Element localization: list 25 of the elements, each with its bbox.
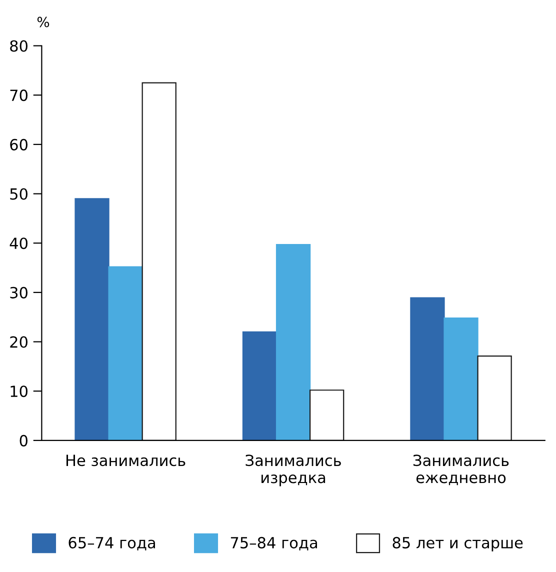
y-tick-label: 40 — [10, 238, 28, 250]
x-tick-label: Занимались изредка — [246, 454, 341, 486]
y-tick-label: 20 — [10, 336, 28, 348]
x-tick-label: Занимались ежедневно — [413, 454, 509, 486]
bar — [410, 297, 445, 440]
bar — [142, 82, 176, 440]
bar — [108, 266, 143, 440]
bar — [444, 318, 478, 440]
bar — [477, 356, 512, 440]
bar — [276, 244, 311, 440]
y-tick-label: 30 — [10, 286, 28, 298]
bar — [74, 198, 110, 440]
legend-label: 75–84 года — [230, 536, 317, 550]
legend-label: 85 лет и старше — [392, 536, 523, 552]
legend-label: 65–74 года — [68, 536, 155, 550]
y-tick-label: 80 — [10, 40, 28, 52]
y-tick-label: 0 — [20, 434, 28, 446]
bar — [310, 390, 344, 440]
y-tick-label: 50 — [10, 188, 28, 200]
y-tick-label: 10 — [10, 386, 28, 398]
x-tick-label: Не занимались — [66, 454, 186, 466]
bar — [242, 331, 278, 440]
y-tick-label: 70 — [10, 90, 28, 102]
y-axis-title: % — [37, 16, 50, 28]
y-tick-label: 60 — [10, 138, 28, 150]
